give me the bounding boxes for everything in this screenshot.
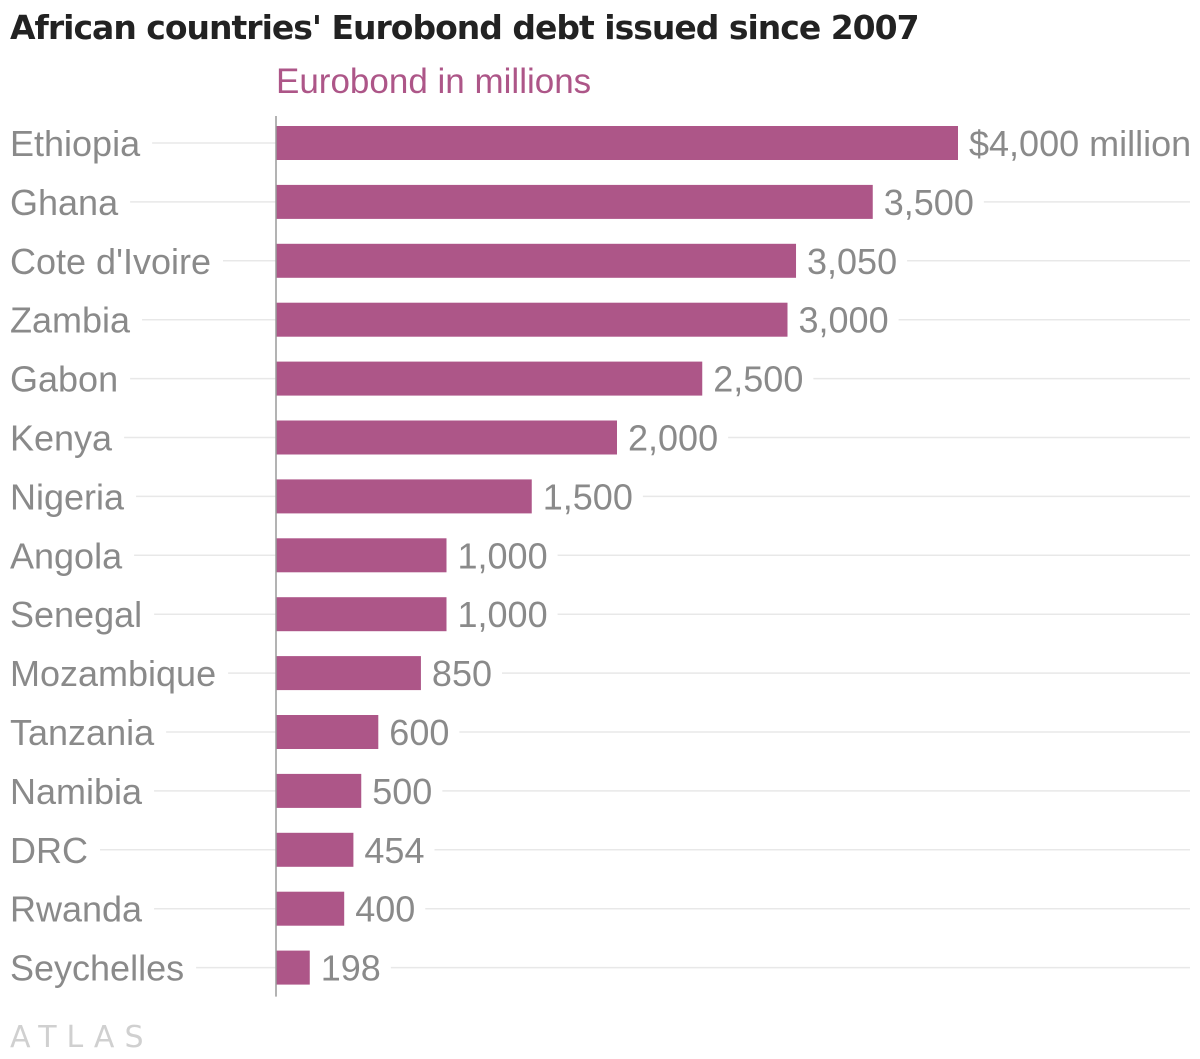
value-label: 600 [389, 712, 449, 753]
atlas-logo: ATLAS [10, 1020, 154, 1055]
category-label: Angola [10, 535, 123, 576]
value-label: 2,500 [713, 359, 803, 400]
value-label: $4,000 million [969, 123, 1191, 164]
value-label: 3,500 [884, 182, 974, 223]
category-label: Ethiopia [10, 123, 141, 164]
value-label: 400 [355, 889, 415, 930]
bar [276, 656, 421, 691]
category-label: Kenya [10, 418, 113, 459]
category-label: Nigeria [10, 476, 125, 517]
category-label: Gabon [10, 359, 118, 400]
category-label: Tanzania [10, 712, 155, 753]
bar [276, 126, 958, 160]
value-label: 2,000 [628, 418, 718, 459]
value-label: 1,500 [543, 476, 633, 517]
bars [276, 126, 958, 985]
value-label: 198 [321, 948, 381, 989]
bar [276, 302, 788, 337]
bar [276, 773, 362, 808]
value-label: 454 [364, 830, 424, 871]
bar [276, 361, 703, 396]
value-label: 1,000 [458, 535, 548, 576]
bar [276, 597, 447, 632]
bar [276, 715, 379, 749]
bar [276, 243, 797, 278]
category-label: Senegal [10, 594, 142, 635]
category-label: Namibia [10, 771, 143, 812]
category-label: Cote d'Ivoire [10, 241, 211, 282]
bar [276, 184, 873, 219]
value-label: 850 [432, 653, 492, 694]
category-label: Seychelles [10, 948, 184, 989]
bar [276, 832, 354, 867]
value-label: 1,000 [458, 594, 548, 635]
category-label: Ghana [10, 182, 119, 223]
gridlines [100, 142, 1190, 969]
value-label: 500 [372, 771, 432, 812]
category-label: Mozambique [10, 653, 216, 694]
chart-title: African countries' Eurobond debt issued … [10, 8, 920, 47]
bar [276, 891, 345, 926]
value-label: 3,050 [807, 241, 897, 282]
labels: Ethiopia $4,000 million Ghana 3,500 Cote d'I… [10, 123, 1191, 989]
bar [276, 479, 532, 514]
bar [276, 950, 310, 985]
value-label: 3,000 [799, 300, 889, 341]
bar [276, 420, 617, 455]
category-label: DRC [10, 830, 88, 871]
bar [276, 538, 447, 573]
series-label: Eurobond in millions [276, 62, 592, 101]
category-label: Zambia [10, 300, 131, 341]
category-label: Rwanda [10, 889, 143, 930]
